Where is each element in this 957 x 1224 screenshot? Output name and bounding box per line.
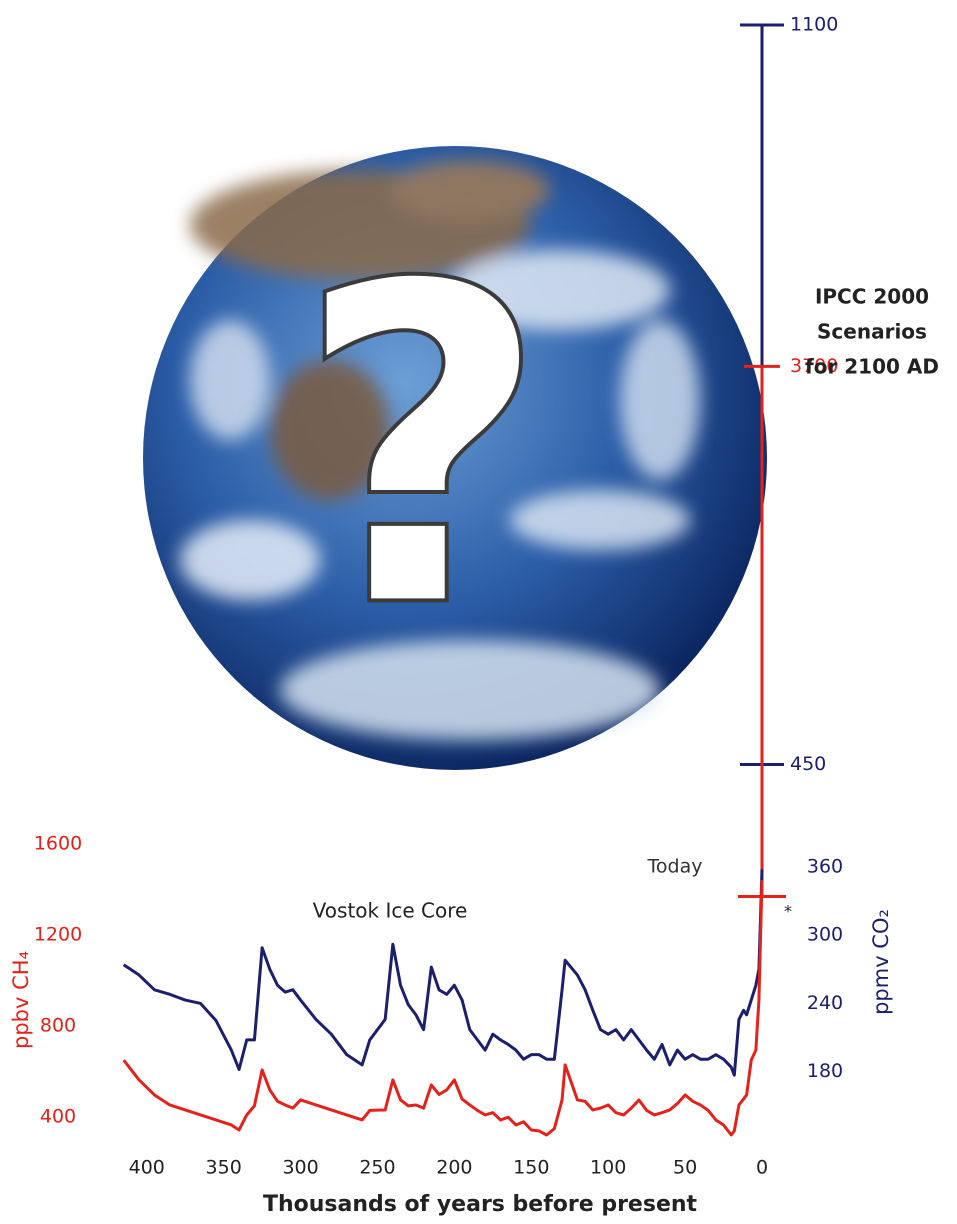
x-tick-label: 350: [206, 1157, 242, 1179]
x-tick-label: 250: [359, 1157, 395, 1179]
scenario-label: for 2100 AD: [805, 355, 939, 379]
co2-scenario-label: 1100: [790, 14, 838, 36]
x-tick-label: 400: [129, 1157, 165, 1179]
x-tick-label: 50: [673, 1157, 697, 1179]
y2-axis-label: ppmv CO₂: [869, 909, 893, 1015]
x-tick-label: 300: [282, 1157, 318, 1179]
x-tick-label: 150: [513, 1157, 549, 1179]
y-tick-label: 1200: [34, 924, 82, 946]
y2-tick-label: 300: [807, 924, 843, 946]
scenario-label: IPCC 2000: [815, 285, 929, 309]
x-tick-label: 200: [436, 1157, 472, 1179]
x-tick-label: 0: [756, 1157, 768, 1179]
today-label: Today: [647, 856, 703, 878]
series-line: [122, 869, 764, 1077]
y-tick-label: 800: [40, 1015, 76, 1037]
y2-tick-label: 360: [807, 855, 843, 877]
scenario-label: Scenarios: [817, 320, 927, 344]
x-axis-label: Thousands of years before present: [263, 1192, 698, 1217]
y2-tick-label: 240: [807, 992, 843, 1014]
note: *: [784, 902, 792, 921]
co2-scenario-label: 450: [790, 753, 826, 775]
y-axis-label: ppbv CH₄: [9, 951, 33, 1049]
globe-illustration: ?: [143, 146, 767, 770]
x-tick-label: 100: [590, 1157, 626, 1179]
y-tick-label: 400: [40, 1106, 76, 1128]
chart-title: Vostok Ice Core: [313, 899, 468, 923]
y-tick-label: 1600: [34, 833, 82, 855]
y2-tick-label: 180: [807, 1060, 843, 1082]
series-line: [122, 880, 764, 1137]
ch4-scenario-label: 3700: [790, 355, 838, 377]
globe-symbol: ?: [294, 192, 549, 704]
